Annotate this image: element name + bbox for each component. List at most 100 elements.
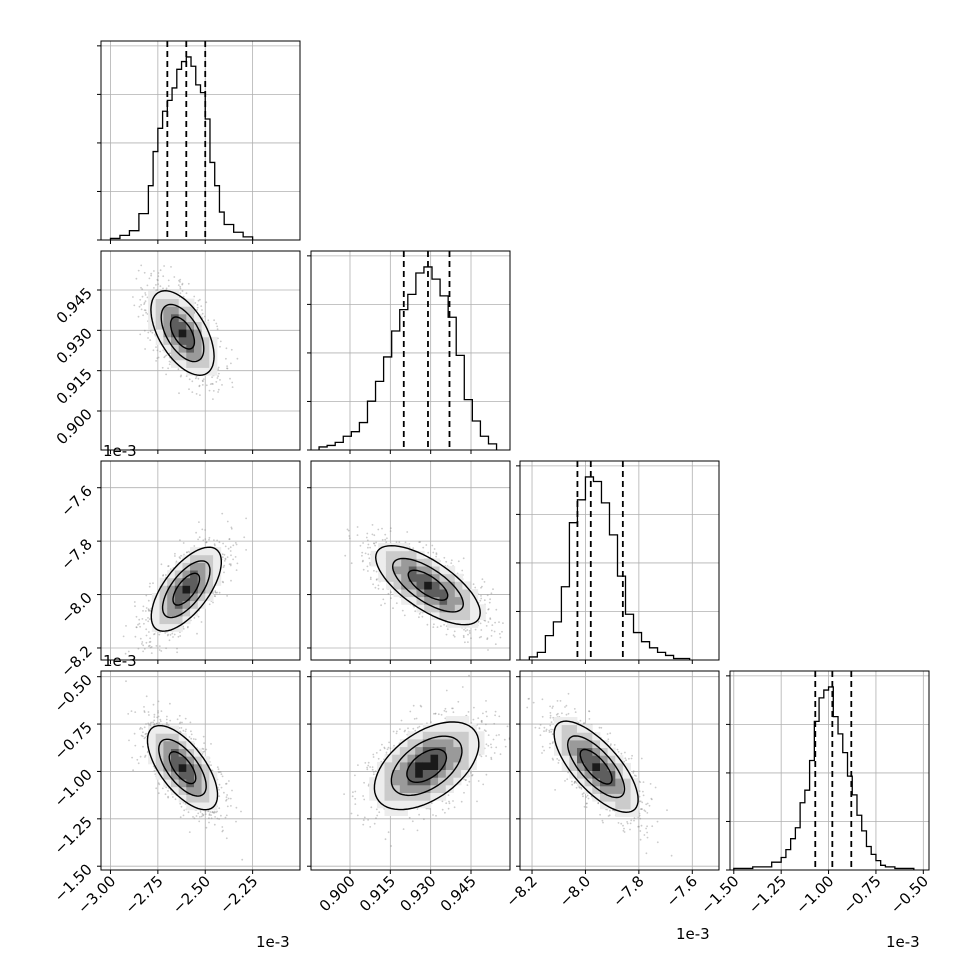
scatter-point [468, 632, 471, 634]
density-cell [186, 352, 195, 361]
scatter-point [142, 650, 145, 653]
density-cell [163, 329, 172, 338]
scatter-point [142, 605, 145, 608]
scatter-point [142, 644, 145, 647]
density-cell [447, 589, 456, 598]
scatter-point [483, 599, 486, 602]
scatter-point [143, 309, 146, 311]
density-cell [213, 562, 222, 571]
scatter-point [367, 570, 369, 572]
scatter-point [221, 830, 224, 833]
scatter-point [382, 598, 385, 601]
density-cell [209, 352, 218, 361]
scatter-point [367, 553, 370, 556]
scatter-point [218, 591, 221, 594]
scatter-point [208, 813, 211, 815]
scatter-point [143, 329, 146, 332]
scatter-point [162, 574, 164, 577]
scatter-point [164, 355, 166, 358]
density-cell [462, 619, 471, 628]
scatter-point [197, 812, 200, 815]
density-cell [163, 313, 172, 322]
scatter-point [132, 296, 134, 298]
scatter-point [221, 384, 223, 386]
panel-frame [729, 670, 930, 871]
scatter-point [208, 538, 210, 541]
scatter-point [203, 315, 206, 318]
scatter-point [163, 265, 166, 267]
density-cell [174, 593, 183, 602]
density-cell [477, 604, 486, 613]
density-cell [194, 321, 203, 330]
scatter-point [387, 592, 390, 595]
scatter-point [235, 569, 238, 571]
scatter-point [229, 377, 231, 380]
scatter-point [369, 562, 371, 564]
scatter-point [148, 723, 150, 726]
density-cell [431, 581, 440, 590]
scatter-point [225, 814, 228, 817]
scatter-point [185, 292, 188, 295]
scatter-point [419, 541, 421, 543]
scatter-point [144, 610, 147, 612]
scatter-point [179, 557, 182, 560]
density-cell [378, 573, 387, 582]
contour-line [407, 569, 449, 601]
scatter-point [139, 637, 142, 640]
density-cell [454, 596, 463, 605]
scatter-point [193, 617, 196, 619]
scatter-point [219, 340, 222, 343]
scatter-point [450, 562, 453, 564]
scatter-point [217, 391, 220, 393]
scatter-point [147, 609, 150, 612]
density-cell [424, 558, 433, 567]
scatter-point [185, 375, 188, 377]
scatter-point [231, 381, 234, 384]
panel-frame [310, 460, 511, 661]
scatter-point [361, 560, 364, 563]
scatter-point [146, 313, 149, 315]
scatter-point [147, 645, 150, 648]
scatter-point [192, 816, 194, 818]
scatter-point [137, 647, 140, 650]
scatter-point [155, 284, 157, 286]
scatter-point [218, 372, 220, 375]
scatter-point [182, 628, 185, 630]
scatter-point [153, 723, 156, 725]
density-cell [186, 336, 195, 345]
scatter-point [484, 619, 487, 622]
density-cell [378, 550, 387, 559]
panel-frame [100, 460, 301, 661]
scatter-point [177, 368, 180, 371]
scatter-point [207, 319, 210, 322]
scatter-point [163, 356, 166, 359]
density-cell [454, 581, 463, 590]
scatter-point [236, 357, 239, 360]
density-cell [174, 623, 183, 632]
density-cell [190, 554, 199, 563]
scatter-point [489, 598, 491, 601]
scatter-point [490, 635, 493, 637]
scatter-point [165, 647, 168, 650]
scatter-point [414, 610, 417, 613]
density-cell [201, 336, 210, 345]
scatter-point [139, 625, 142, 628]
scatter-point [160, 650, 163, 652]
scatter-point [377, 587, 380, 590]
scatter-point [366, 539, 369, 542]
density-cell [155, 321, 164, 330]
scatter-point [187, 550, 190, 553]
scatter-point [179, 816, 182, 819]
scatter-point [193, 545, 196, 547]
scatter-point [226, 365, 229, 367]
density-cell [167, 585, 176, 594]
scatter-point [474, 628, 477, 631]
density-cell [163, 290, 172, 299]
scatter-point [230, 362, 232, 365]
density-cell [431, 589, 440, 598]
scatter-point [127, 713, 130, 715]
scatter-point [215, 381, 218, 383]
scatter-point [195, 393, 198, 395]
density-cell [155, 290, 164, 299]
scatter-point [144, 733, 147, 736]
